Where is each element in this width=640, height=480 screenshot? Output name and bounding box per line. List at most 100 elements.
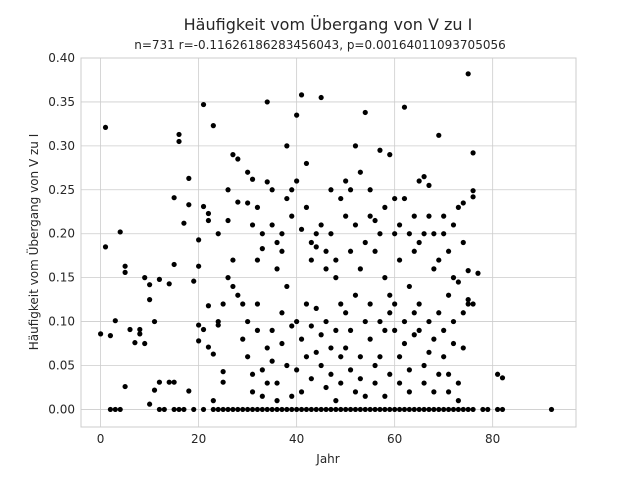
y-tick-label: 0.00 <box>48 402 75 416</box>
data-point <box>416 406 422 413</box>
x-tick-label: 60 <box>387 432 402 446</box>
data-point <box>107 333 114 339</box>
data-point <box>220 301 226 307</box>
data-point <box>166 281 172 287</box>
x-tick-label: 20 <box>191 432 206 446</box>
data-point <box>352 389 359 395</box>
data-point <box>431 406 437 413</box>
data-point <box>318 222 324 228</box>
data-point <box>308 323 314 329</box>
data-point <box>303 160 310 167</box>
data-point <box>338 354 344 360</box>
data-point <box>323 406 329 413</box>
data-point <box>387 292 393 298</box>
data-point <box>274 398 280 404</box>
data-point <box>470 301 476 307</box>
x-axis-label: Jahr <box>315 452 339 466</box>
data-point <box>406 283 412 290</box>
data-point <box>269 358 275 364</box>
data-point <box>259 367 265 373</box>
data-point <box>264 406 270 413</box>
data-point <box>450 340 457 347</box>
y-tick-label: 0.40 <box>48 51 75 65</box>
data-point <box>431 389 437 395</box>
data-point <box>117 406 123 413</box>
data-point <box>382 275 388 281</box>
data-point <box>269 406 275 413</box>
data-point <box>401 340 408 347</box>
data-point <box>205 210 212 217</box>
data-point <box>279 340 285 347</box>
data-point <box>396 380 403 386</box>
data-point <box>313 406 319 413</box>
data-point <box>274 239 280 246</box>
data-point <box>357 406 363 413</box>
data-point <box>294 112 300 118</box>
data-point <box>465 71 471 77</box>
data-point <box>362 406 368 413</box>
data-point <box>436 132 442 138</box>
data-point <box>465 301 471 307</box>
data-point <box>367 187 373 193</box>
data-point <box>102 124 109 131</box>
data-point <box>485 406 491 413</box>
data-point <box>426 182 432 188</box>
data-point <box>318 94 324 101</box>
x-tick-label: 80 <box>485 432 500 446</box>
data-point <box>240 406 246 413</box>
data-point <box>308 406 314 413</box>
chart-title: Häufigkeit vom Übergang von V zu I <box>184 15 473 34</box>
data-point <box>333 327 339 333</box>
data-point <box>460 239 466 246</box>
data-point <box>450 406 457 413</box>
data-point <box>274 380 280 386</box>
data-point <box>308 257 314 263</box>
data-point <box>347 327 354 333</box>
data-point <box>406 231 412 237</box>
data-point <box>426 349 432 355</box>
data-point <box>186 175 192 181</box>
data-point <box>240 301 246 307</box>
data-point <box>240 336 246 342</box>
y-tick-label: 0.30 <box>48 139 75 153</box>
data-point <box>347 367 354 373</box>
data-point <box>122 263 128 269</box>
data-point <box>441 354 447 360</box>
data-point <box>357 354 363 360</box>
data-point <box>215 406 221 413</box>
data-point <box>254 327 261 333</box>
data-point <box>411 406 417 413</box>
data-point <box>308 239 314 246</box>
data-point <box>147 297 153 303</box>
plot-frame <box>80 57 577 428</box>
data-point <box>455 279 461 285</box>
data-point <box>372 380 378 386</box>
data-point <box>294 318 300 325</box>
data-point <box>137 331 143 337</box>
data-point <box>254 406 261 413</box>
data-point <box>151 318 158 325</box>
data-point <box>377 354 383 360</box>
data-point <box>245 354 251 360</box>
data-point <box>333 406 339 413</box>
data-point <box>313 349 319 355</box>
data-point <box>245 200 251 206</box>
data-point <box>298 92 305 98</box>
data-point <box>406 389 412 395</box>
data-point <box>102 244 109 250</box>
data-point <box>245 406 251 413</box>
data-point <box>328 187 334 193</box>
data-point <box>411 248 417 254</box>
data-point <box>436 257 442 263</box>
data-point <box>426 318 432 325</box>
y-tick-label: 0.10 <box>48 315 75 329</box>
data-point <box>436 406 442 413</box>
data-point <box>230 257 236 263</box>
data-point <box>455 398 461 404</box>
data-point <box>235 406 241 413</box>
data-point <box>200 203 207 210</box>
data-point <box>411 332 417 338</box>
data-point <box>210 123 216 129</box>
data-point <box>343 178 349 184</box>
